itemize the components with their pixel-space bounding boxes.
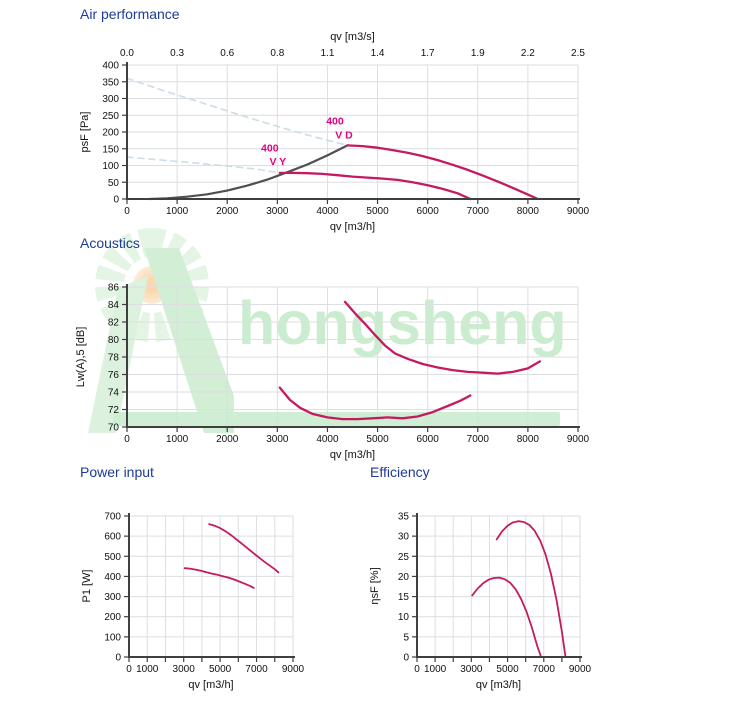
- svg-text:ηsF [%]: ηsF [%]: [369, 567, 381, 604]
- svg-text:50: 50: [108, 178, 120, 189]
- svg-text:200: 200: [104, 612, 121, 623]
- svg-text:0: 0: [414, 664, 420, 675]
- svg-text:9000: 9000: [569, 664, 592, 675]
- svg-text:6000: 6000: [417, 434, 440, 445]
- svg-text:100: 100: [104, 632, 121, 643]
- svg-text:V Y: V Y: [269, 156, 286, 168]
- svg-text:5000: 5000: [366, 434, 389, 445]
- svg-text:Lw(A),5 [dB]: Lw(A),5 [dB]: [75, 327, 87, 388]
- svg-text:4000: 4000: [316, 206, 339, 217]
- svg-text:2.5: 2.5: [571, 48, 585, 59]
- svg-text:qv [m3/h]: qv [m3/h]: [330, 449, 375, 461]
- acoustics-title: Acoustics: [80, 235, 140, 251]
- svg-text:1000: 1000: [424, 664, 447, 675]
- svg-text:qv [m3/s]: qv [m3/s]: [330, 31, 375, 43]
- svg-text:0: 0: [403, 653, 409, 664]
- svg-text:3000: 3000: [173, 664, 196, 675]
- svg-text:300: 300: [102, 94, 119, 105]
- svg-text:15: 15: [398, 592, 410, 603]
- acoustics-chart: 70 72 74 76 78 80 82 84 86 0 1000 2000 3000 4000 5000 6…: [75, 283, 590, 462]
- svg-text:9000: 9000: [282, 664, 305, 675]
- svg-text:9000: 9000: [567, 434, 590, 445]
- svg-text:7000: 7000: [533, 664, 556, 675]
- svg-text:1.7: 1.7: [421, 48, 435, 59]
- svg-text:psF [Pa]: psF [Pa]: [79, 112, 91, 153]
- svg-text:600: 600: [104, 532, 121, 543]
- svg-text:0: 0: [115, 653, 121, 664]
- air-performance-title: Air performance: [80, 6, 180, 22]
- svg-text:5000: 5000: [496, 664, 519, 675]
- svg-text:2.2: 2.2: [521, 48, 535, 59]
- svg-text:0: 0: [113, 195, 119, 206]
- svg-text:20: 20: [398, 572, 410, 583]
- svg-text:V D: V D: [335, 130, 353, 142]
- svg-text:74: 74: [108, 388, 120, 399]
- efficiency-chart: 0 5 10 15 20 25 30 35 0 1000 3000 5000 7000 9000 qv [m…: [369, 512, 592, 692]
- svg-text:5: 5: [403, 632, 409, 643]
- svg-text:3000: 3000: [460, 664, 483, 675]
- svg-text:7000: 7000: [245, 664, 268, 675]
- svg-text:5000: 5000: [209, 664, 232, 675]
- svg-text:400: 400: [326, 116, 344, 128]
- svg-text:400: 400: [104, 572, 121, 583]
- svg-text:5000: 5000: [366, 206, 389, 217]
- svg-text:0: 0: [126, 664, 132, 675]
- svg-text:400: 400: [261, 142, 279, 154]
- svg-text:1000: 1000: [166, 434, 189, 445]
- svg-text:0.6: 0.6: [220, 48, 234, 59]
- svg-text:500: 500: [104, 552, 121, 563]
- svg-text:2000: 2000: [216, 206, 239, 217]
- svg-text:25: 25: [398, 552, 410, 563]
- svg-text:1000: 1000: [136, 664, 159, 675]
- svg-text:35: 35: [398, 512, 410, 523]
- svg-text:30: 30: [398, 532, 410, 543]
- svg-text:72: 72: [108, 405, 120, 416]
- svg-text:9000: 9000: [567, 206, 590, 217]
- svg-text:400: 400: [102, 61, 119, 72]
- svg-text:1000: 1000: [166, 206, 189, 217]
- svg-text:10: 10: [398, 612, 410, 623]
- svg-text:2000: 2000: [216, 434, 239, 445]
- svg-text:80: 80: [108, 335, 120, 346]
- svg-text:86: 86: [108, 283, 120, 294]
- svg-text:200: 200: [102, 128, 119, 139]
- efficiency-title: Efficiency: [370, 464, 430, 480]
- svg-text:70: 70: [108, 423, 120, 434]
- svg-text:7000: 7000: [467, 206, 490, 217]
- svg-text:150: 150: [102, 144, 119, 155]
- svg-text:qv [m3/h]: qv [m3/h]: [476, 679, 521, 691]
- svg-text:84: 84: [108, 300, 120, 311]
- svg-text:qv [m3/h]: qv [m3/h]: [330, 221, 375, 233]
- svg-text:250: 250: [102, 111, 119, 122]
- svg-text:3000: 3000: [266, 206, 289, 217]
- svg-text:82: 82: [108, 318, 120, 329]
- svg-text:350: 350: [102, 77, 119, 88]
- svg-text:8000: 8000: [517, 206, 540, 217]
- svg-text:8000: 8000: [517, 434, 540, 445]
- svg-text:700: 700: [104, 512, 121, 523]
- svg-text:0.0: 0.0: [120, 48, 134, 59]
- svg-text:0.8: 0.8: [270, 48, 284, 59]
- svg-text:1.1: 1.1: [320, 48, 334, 59]
- svg-text:1.4: 1.4: [371, 48, 385, 59]
- svg-text:76: 76: [108, 370, 120, 381]
- svg-text:300: 300: [104, 592, 121, 603]
- svg-text:4000: 4000: [316, 434, 339, 445]
- svg-text:78: 78: [108, 353, 120, 364]
- svg-text:0: 0: [124, 434, 130, 445]
- power-input-title: Power input: [80, 464, 154, 480]
- svg-text:0.3: 0.3: [170, 48, 184, 59]
- svg-text:7000: 7000: [467, 434, 490, 445]
- svg-text:100: 100: [102, 161, 119, 172]
- svg-text:qv [m3/h]: qv [m3/h]: [188, 679, 233, 691]
- svg-text:6000: 6000: [417, 206, 440, 217]
- svg-text:3000: 3000: [266, 434, 289, 445]
- svg-text:0: 0: [124, 206, 130, 217]
- svg-text:P1 [W]: P1 [W]: [81, 569, 93, 602]
- svg-text:1.9: 1.9: [471, 48, 485, 59]
